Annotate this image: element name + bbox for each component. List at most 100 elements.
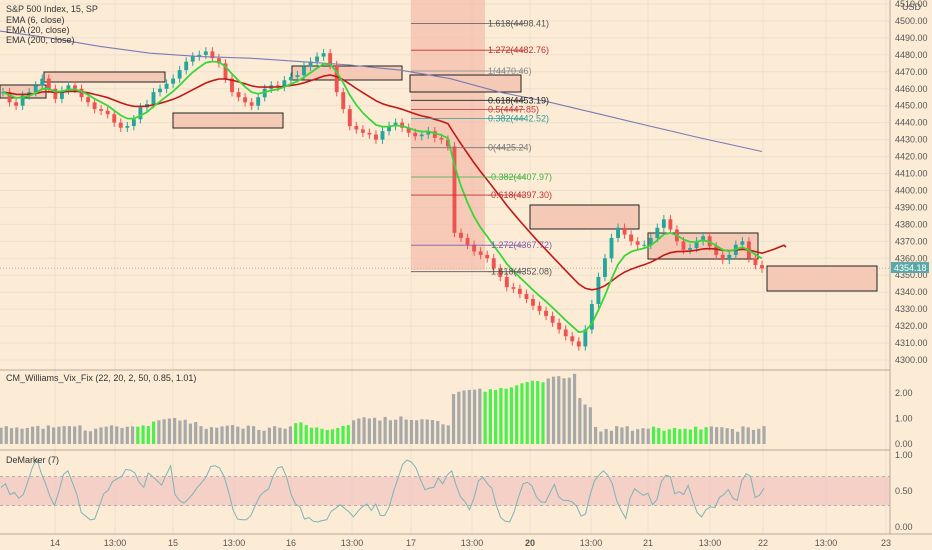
vix-bar <box>78 425 82 444</box>
vix-bar <box>120 427 124 444</box>
candle-body <box>14 102 19 106</box>
demarker-line <box>0 457 765 523</box>
vix-bar <box>157 420 161 444</box>
vix-bar <box>636 429 640 444</box>
candle-body <box>701 236 706 242</box>
zone-rect <box>766 265 878 292</box>
candle-body <box>112 114 117 123</box>
candle-body <box>668 219 673 230</box>
vix-bar <box>383 416 387 444</box>
vix-bar <box>278 427 282 444</box>
candle-body <box>138 107 143 120</box>
candle-body <box>583 329 588 347</box>
vix-bar <box>546 378 550 444</box>
vix-bar <box>83 430 87 444</box>
zone-rect <box>529 204 640 230</box>
vix-bar <box>241 428 245 444</box>
vix-bar <box>309 427 314 444</box>
vix-bar <box>67 426 72 444</box>
zone-rect <box>291 65 403 81</box>
candle-body <box>73 85 77 89</box>
vix-bar <box>20 428 24 444</box>
vix-bar <box>30 426 35 444</box>
vix-bar <box>504 388 508 444</box>
vix-bar <box>599 431 603 444</box>
candle-body <box>616 227 620 238</box>
candle-body <box>230 78 234 93</box>
price-tick-label: 4420.00 <box>895 152 928 162</box>
time-tick-label: 22 <box>758 538 768 548</box>
legend-vix-fix: CM_Williams_Vix_Fix (22, 20, 2, 50, 0.85… <box>6 373 196 383</box>
vix-bar <box>236 426 240 444</box>
vix-bar <box>562 378 566 444</box>
vix-bar <box>194 422 198 444</box>
vix-bar <box>541 382 545 444</box>
candle-body <box>511 287 516 289</box>
vix-tick-label: 2.00 <box>895 388 913 398</box>
vix-tick-label: 0.00 <box>895 439 913 449</box>
candle-body <box>33 85 38 93</box>
price-tick-label: 4320.00 <box>895 321 928 331</box>
price-tick-label: 4310.00 <box>895 338 928 348</box>
vix-bar <box>36 425 40 444</box>
vix-bar <box>625 426 629 444</box>
vix-bar <box>520 383 524 444</box>
candle-body <box>655 227 660 238</box>
candle-body <box>131 119 136 127</box>
vix-bar <box>173 417 177 444</box>
vix-bar <box>646 428 650 444</box>
vix-bar <box>578 398 582 444</box>
candle-body <box>740 241 745 245</box>
candle-body <box>504 276 509 288</box>
candle-body <box>524 293 529 299</box>
fib-level-label: 1.618(4498.41) <box>488 19 549 29</box>
candle-body <box>459 232 463 238</box>
time-tick-label: 13:00 <box>341 538 364 548</box>
candle-body <box>190 56 195 62</box>
vix-bar <box>273 426 277 444</box>
vix-bar <box>725 428 729 444</box>
vix-bar <box>220 426 224 444</box>
vix-bar <box>536 381 540 444</box>
vix-bar <box>52 427 56 444</box>
candle-body <box>642 244 647 246</box>
ema-lines <box>0 30 787 334</box>
price-tick-label: 4330.00 <box>895 304 928 314</box>
price-tick-label: 4480.00 <box>895 50 928 60</box>
candle-body <box>694 241 699 249</box>
price-tick-label: 4430.00 <box>895 135 928 145</box>
candle-body <box>223 63 228 79</box>
time-axis: 14 13:00 15 13:00 16 13:00 17 13:00 20 13:00 21 13:… <box>50 538 891 548</box>
candle-body <box>576 341 581 347</box>
candle-body <box>40 78 45 86</box>
vix-bar <box>651 426 656 444</box>
vix-bar <box>457 391 461 444</box>
candle-body <box>688 248 692 250</box>
candle-body <box>249 102 254 106</box>
candle-body <box>374 134 378 140</box>
vix-bar <box>288 426 293 444</box>
candle-body <box>760 265 764 269</box>
supply-demand-zones[interactable] <box>0 65 878 292</box>
vix-bar <box>283 428 287 444</box>
vix-bar <box>672 427 677 444</box>
candle-body <box>393 122 398 127</box>
vix-bar <box>746 427 750 444</box>
candle-body <box>681 241 686 250</box>
vix-bar <box>251 426 256 444</box>
vix-bar <box>378 420 382 444</box>
vix-bar <box>641 428 645 444</box>
vix-bar <box>762 426 766 444</box>
candle-body <box>79 88 84 98</box>
vix-bar <box>183 419 187 444</box>
candle-body <box>413 132 418 137</box>
fib-level-label: 0.5(4447.85) <box>488 104 539 114</box>
candle-body <box>439 137 444 140</box>
vix-bar <box>604 428 608 444</box>
time-tick-label: 14 <box>50 538 60 548</box>
candle-body <box>478 251 483 255</box>
legend-ema6: EMA (6, close) <box>6 15 65 25</box>
vix-bar <box>483 391 487 444</box>
demarker-indicator <box>0 457 890 523</box>
